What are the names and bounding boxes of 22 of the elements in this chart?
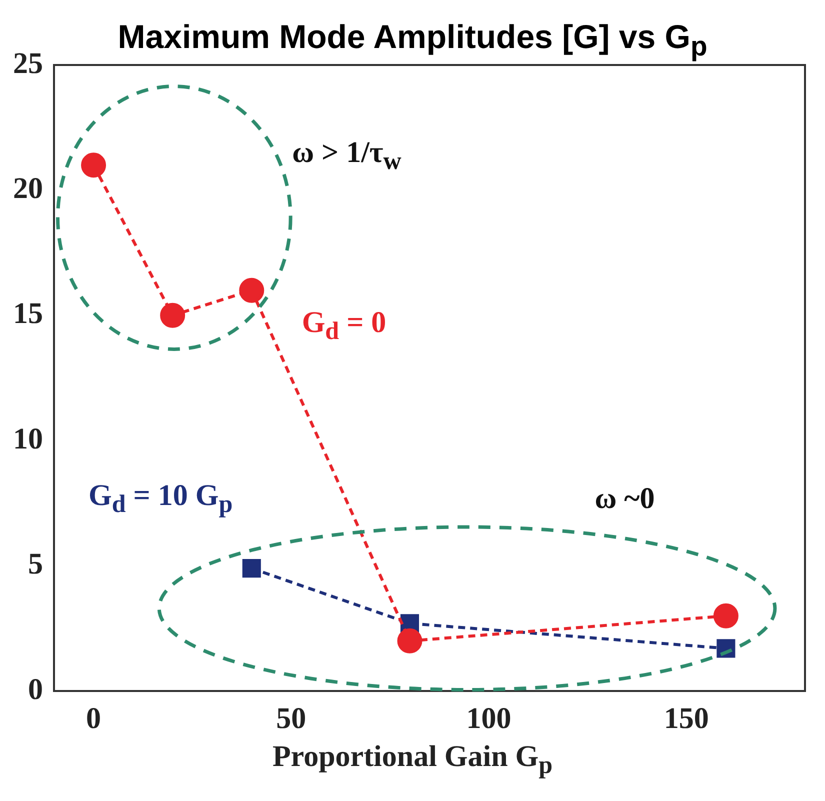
x-tick-label: 150 — [664, 702, 709, 735]
y-tick-label: 15 — [13, 297, 43, 330]
x-tick-label: 100 — [466, 702, 512, 735]
y-tick-label: 0 — [28, 672, 43, 706]
x-axis-title: Proportional Gain G$_{p}$ — [271, 740, 554, 780]
annotation: ω > 1/τ$_{w}$ — [292, 136, 402, 176]
series-label: G$_{d}$ = 0 — [302, 306, 386, 346]
y-tick-label: 20 — [13, 172, 43, 205]
annotation: ω ~0 — [594, 482, 655, 516]
point — [239, 278, 264, 303]
point — [81, 152, 106, 178]
y-tick-label: 5 — [28, 548, 43, 581]
point — [160, 302, 186, 328]
point — [397, 628, 422, 654]
point — [713, 603, 738, 628]
point — [242, 559, 261, 578]
x-tick-label: 0 — [86, 702, 102, 735]
series-label: G$_{d}$ = 10 G$_{p}$ — [88, 478, 233, 519]
y-tick-label: 10 — [13, 422, 43, 456]
y-tick-label: 25 — [13, 46, 43, 80]
x-tick-label: 50 — [276, 702, 306, 735]
chart-title: Maximum Mode Amplitudes [G] vs G$_{p}$ — [118, 18, 708, 62]
